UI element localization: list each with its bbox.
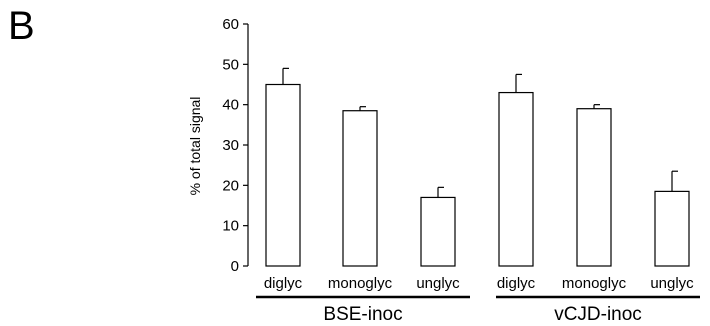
y-tick-label: 0 xyxy=(231,258,239,275)
bars xyxy=(265,83,690,267)
group-label: vCJD-inoc xyxy=(554,304,642,325)
category-label: diglyc xyxy=(497,275,536,292)
bar-diglyc-0 xyxy=(265,83,301,267)
y-tick-label: 20 xyxy=(222,177,239,194)
bar-monoglyc-4 xyxy=(576,108,612,267)
y-tick-label: 30 xyxy=(222,137,239,154)
category-labels: diglyc monoglyc unglyc diglyc monoglyc unglyc xyxy=(264,275,694,292)
y-tick-label: 50 xyxy=(222,56,239,73)
group-brackets: BSE-inoc vCJD-inoc xyxy=(256,295,700,325)
panel-letter: B xyxy=(8,4,35,48)
bar-diglyc-3 xyxy=(498,91,534,267)
y-tick-label: 40 xyxy=(222,97,239,114)
bar-unglyc-5 xyxy=(654,190,690,267)
category-label: monoglyc xyxy=(562,275,627,292)
y-axis: 0 10 20 30 40 50 60 xyxy=(222,16,249,275)
category-label: unglyc xyxy=(416,275,460,292)
category-label: diglyc xyxy=(264,275,303,292)
y-tick-label: 10 xyxy=(222,218,239,235)
bar-monoglyc-1 xyxy=(342,110,378,267)
group-label: BSE-inoc xyxy=(323,304,402,325)
category-label: monoglyc xyxy=(328,275,393,292)
bar-unglyc-2 xyxy=(420,196,456,267)
y-axis-title: % of total signal xyxy=(187,97,203,196)
error-bars xyxy=(282,67,678,198)
category-label: unglyc xyxy=(650,275,694,292)
y-tick-label: 60 xyxy=(222,16,239,33)
